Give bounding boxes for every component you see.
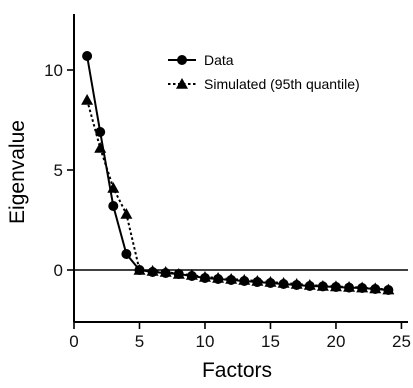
data-point bbox=[121, 249, 132, 259]
data-point bbox=[383, 285, 394, 295]
data-point bbox=[160, 268, 171, 278]
legend-label-data: Data bbox=[204, 52, 234, 68]
data-point bbox=[317, 281, 328, 292]
data-point bbox=[291, 280, 302, 290]
y-tick-label: 5 bbox=[54, 161, 63, 180]
x-tick-label: 0 bbox=[69, 332, 78, 351]
data-point bbox=[370, 284, 381, 294]
axes: 0 5 10 15 20 25 0 5 10 bbox=[44, 14, 411, 351]
simulated-point bbox=[81, 94, 94, 105]
data-point bbox=[199, 273, 210, 283]
data-point bbox=[108, 201, 119, 211]
data-point bbox=[239, 276, 250, 286]
legend-marker-simulated bbox=[176, 78, 188, 89]
x-tick-label: 25 bbox=[392, 332, 411, 351]
data-point bbox=[134, 265, 145, 275]
data-point bbox=[357, 283, 368, 293]
x-tick-label: 5 bbox=[135, 332, 144, 351]
data-point bbox=[173, 269, 184, 279]
data-point bbox=[95, 127, 106, 137]
y-tick-label: 10 bbox=[44, 61, 63, 80]
y-tick-label: 0 bbox=[54, 261, 63, 280]
y-axis-title: Eigenvalue bbox=[6, 120, 29, 224]
data-point bbox=[265, 278, 276, 288]
legend: Data Simulated (95th quantile) bbox=[168, 52, 360, 92]
data-point bbox=[186, 271, 197, 281]
simulated-point bbox=[120, 208, 133, 219]
data-point bbox=[82, 51, 93, 61]
data-point bbox=[226, 275, 237, 285]
data-point bbox=[213, 274, 224, 284]
data-point bbox=[344, 282, 355, 293]
data-point bbox=[304, 281, 315, 291]
x-tick-label: 10 bbox=[196, 332, 215, 351]
x-tick-label: 20 bbox=[326, 332, 345, 351]
data-point bbox=[147, 267, 158, 277]
x-axis-title: Factors bbox=[202, 359, 272, 382]
data-point bbox=[330, 282, 341, 292]
legend-marker-data bbox=[177, 55, 187, 65]
data-point bbox=[252, 277, 263, 287]
data-point bbox=[278, 279, 289, 289]
legend-label-simulated: Simulated (95th quantile) bbox=[204, 76, 360, 92]
x-tick-label: 15 bbox=[261, 332, 280, 351]
chart-marks bbox=[81, 51, 395, 295]
